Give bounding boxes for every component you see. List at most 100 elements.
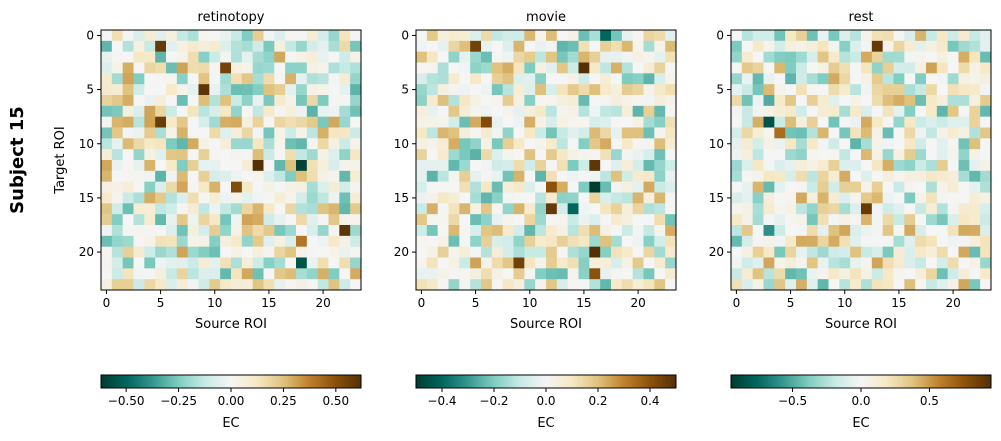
heatmap-cell [459, 235, 471, 248]
heatmap-cell [796, 235, 808, 248]
heatmap-cell [936, 268, 949, 280]
heatmap-cell [621, 30, 634, 42]
heatmap-cell [654, 246, 666, 258]
heatmap-cell [947, 40, 959, 53]
heatmap-cell [209, 116, 221, 128]
heatmap-cell [426, 116, 439, 128]
heatmap-cell [470, 225, 482, 237]
heatmap-cell [600, 116, 612, 128]
heatmap-cell [817, 40, 829, 53]
heatmap-cell [317, 40, 329, 53]
heatmap-cell [632, 40, 644, 53]
heatmap-cell [785, 84, 797, 96]
heatmap-cell [556, 192, 569, 204]
heatmap-cell [296, 160, 308, 172]
heatmap-cell [861, 138, 873, 150]
heatmap-cell [459, 192, 471, 204]
heatmap-cell [133, 181, 145, 193]
heatmap-cell [947, 181, 959, 193]
heatmap-cell [437, 203, 449, 215]
heatmap-cell [817, 192, 829, 204]
heatmap-cell [263, 149, 275, 161]
heatmap-cell [198, 268, 210, 280]
heatmap-cell [274, 203, 286, 215]
heatmap-cell [252, 95, 264, 107]
heatmap-cell [176, 84, 189, 96]
heatmap-cell [785, 203, 797, 215]
heatmap-cell [589, 225, 601, 237]
heatmap-cell [198, 160, 210, 172]
heatmap-cell [839, 246, 851, 258]
heatmap-cell [524, 160, 536, 172]
heatmap-cell [796, 246, 808, 258]
heatmap-cell [904, 95, 916, 107]
heatmap-cell [936, 51, 949, 63]
heatmap-cell [306, 138, 319, 150]
heatmap-cell [296, 138, 308, 150]
heatmap-cell [317, 95, 329, 107]
heatmap-cell [741, 73, 754, 85]
heatmap-cell [209, 95, 221, 107]
heatmap-cell [176, 203, 189, 215]
heatmap-cell [882, 246, 894, 258]
heatmap-cell [198, 170, 210, 183]
heatmap-cell [263, 84, 275, 96]
heatmap-cell [437, 127, 449, 139]
heatmap-cell [936, 62, 949, 74]
heatmap-cell [524, 203, 536, 215]
heatmap-cell [448, 203, 460, 215]
heatmap-cell [481, 62, 493, 74]
heatmap-cell [535, 51, 547, 63]
heatmap-cell [155, 160, 167, 172]
heatmap-cell [241, 214, 254, 226]
heatmap-cell [448, 268, 460, 280]
heatmap-cell [459, 116, 471, 128]
heatmap-cell [850, 51, 862, 63]
y-tick-label: 0 [401, 28, 409, 42]
heatmap-cell [839, 30, 851, 42]
heatmap-cell [252, 268, 264, 280]
heatmap-cell [231, 257, 243, 269]
heatmap-cell [731, 84, 743, 96]
heatmap-cell [796, 149, 808, 161]
heatmap-cell [806, 279, 819, 291]
heatmap-cell [231, 51, 243, 63]
heatmap-cell [893, 268, 905, 280]
heatmap-cell [643, 160, 655, 172]
heatmap-cell [774, 235, 786, 248]
heatmap-cell [513, 62, 525, 74]
heatmap-cell [144, 246, 156, 258]
heatmap-cell [144, 138, 156, 150]
heatmap-cell [947, 225, 959, 237]
heatmap-cell [850, 225, 862, 237]
heatmap-cell [513, 279, 525, 291]
heatmap-cell [936, 40, 949, 53]
heatmap-cell [252, 160, 264, 172]
heatmap-cell [535, 170, 547, 183]
heatmap-cell [187, 138, 199, 150]
heatmap-cell [600, 149, 612, 161]
heatmap-cell [101, 51, 113, 63]
heatmap-cell [176, 40, 189, 53]
heatmap-cell [263, 73, 275, 85]
heatmap-cell [437, 246, 449, 258]
heatmap-cell [437, 160, 449, 172]
heatmap-cell [426, 73, 439, 85]
heatmap-cell [416, 160, 428, 172]
heatmap-cell [448, 95, 460, 107]
heatmap-cell [122, 192, 134, 204]
y-tick-label: 15 [709, 191, 724, 205]
heatmap-cell [785, 181, 797, 193]
heatmap-cell [176, 105, 189, 118]
heatmap-cell [611, 225, 623, 237]
heatmap-cell [731, 192, 743, 204]
heatmap-frame [415, 29, 677, 291]
heatmap-cell [220, 116, 232, 128]
heatmap-cell [502, 192, 514, 204]
heatmap-cell [752, 181, 764, 193]
heatmap-cell [122, 246, 134, 258]
heatmap-cell [600, 160, 612, 172]
heatmap-cell [546, 30, 558, 42]
heatmap-cell [731, 51, 743, 63]
heatmap-cell [785, 268, 797, 280]
